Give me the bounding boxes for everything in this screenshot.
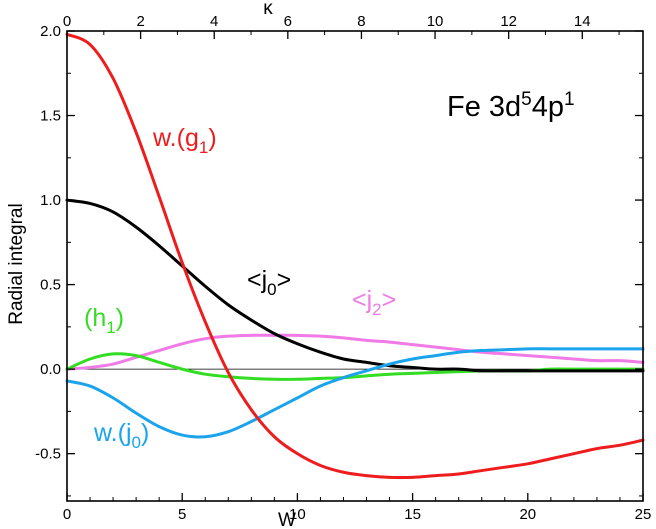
label-w-j0-sub: 0 [132,433,141,452]
x-tick-label-0: 0 [63,506,71,523]
formula-sup-2: 1 [564,89,575,110]
x-tick-label-5: 25 [635,506,652,523]
label-j2-tail: > [382,286,397,314]
label-j2-sub: 2 [372,300,381,319]
label-j0-base: <j [247,266,267,294]
label-w-g1-sub: 1 [199,138,208,157]
label-h1: (h1) [84,304,124,337]
x-axis-bottom: 0 5 10 15 20 25 [63,493,652,523]
label-h1-tail: ) [116,304,124,332]
y-tick-label-4: 1.5 [40,108,61,125]
y-tick-label-5: 2.0 [40,23,61,40]
label-h1-sub: 1 [106,318,115,337]
y-tick-label-1: 0.0 [40,361,61,378]
x2-axis-title: κ [263,0,273,19]
series-line-h1 [65,352,645,381]
y-tick-label-2: 0.5 [40,277,61,294]
series-line-w-g1 [65,32,645,480]
plot-frame [66,30,644,502]
series-line-j0 [65,198,645,373]
x2-tick-label-3: 6 [284,13,292,30]
label-j0: <j0> [247,266,291,299]
formula-mid: 4p [532,91,564,123]
label-w-j0-base: w.(j [93,419,132,447]
x-tick-label-4: 20 [519,506,536,523]
x2-tick-label-1: 2 [136,13,144,30]
x2-tick-label-7: 14 [574,13,591,30]
series-layer [65,32,645,480]
x-tick-label-3: 15 [404,506,421,523]
series-line-w-j0 [65,347,645,439]
label-j2: <j2> [352,286,396,319]
x-tick-label-2: 10 [289,506,306,523]
label-w-g1-tail: ) [208,124,216,152]
label-w-j0: w.(j0) [93,419,149,452]
x2-tick-label-5: 10 [427,13,444,30]
x2-tick-label-6: 12 [500,13,517,30]
label-j0-tail: > [277,266,292,294]
formula-base: Fe 3d [447,91,521,123]
y-axis-title: Radial integral [6,203,27,324]
label-j2-base: <j [352,286,372,314]
label-w-g1: w.(g1) [152,124,217,157]
x-tick-label-1: 5 [178,506,186,523]
y-tick-label-0: -0.5 [35,446,61,463]
formula-annotation: Fe 3d54p1 [447,89,575,123]
label-j0-sub: 0 [267,280,276,299]
x2-tick-label-4: 8 [357,13,365,30]
y-tick-label-3: 1.0 [40,192,61,209]
x2-tick-label-0: 0 [63,13,71,30]
x-axis-title: W [278,510,296,529]
x2-tick-label-2: 4 [210,13,218,30]
x-axis-top: 0 2 4 6 8 10 12 14 [63,13,620,39]
label-w-j0-tail: ) [141,419,149,447]
series-line-j2 [65,333,645,371]
label-w-g1-base: w.(g [152,124,199,152]
formula-sup-1: 5 [521,89,532,110]
label-h1-base: (h [84,304,106,332]
plot-area [67,31,643,501]
